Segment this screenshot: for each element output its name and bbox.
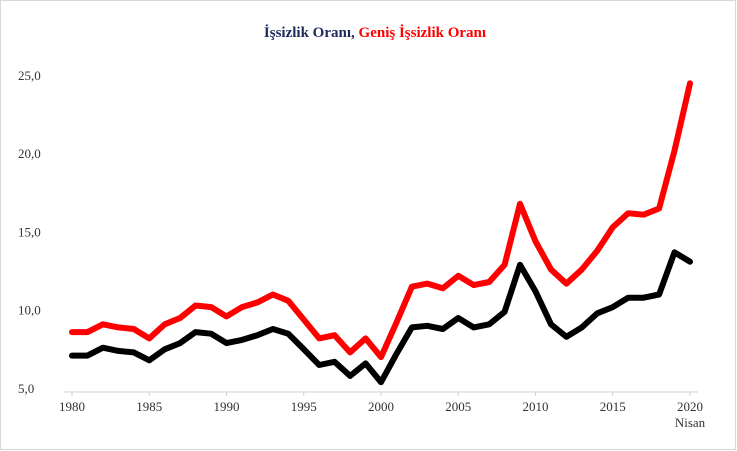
- x-tick-label: 2000: [368, 399, 394, 414]
- x-tick-label: 1995: [291, 399, 317, 414]
- chart-title: İşsizlik Oranı, Geniş İşsizlik Oranı: [264, 24, 486, 41]
- title-separator: ,: [351, 25, 359, 41]
- x-tick-label: 1990: [214, 399, 240, 414]
- x-tick-label: 1980: [59, 399, 85, 414]
- x-tick-label: 2015: [600, 399, 626, 414]
- x-tick-label: 1985: [136, 399, 162, 414]
- data-line: [69, 249, 693, 386]
- x-tick-label: 2005: [445, 399, 471, 414]
- data-line: [69, 80, 693, 361]
- y-tick-label: 5,0: [18, 381, 34, 396]
- y-tick-label: 25,0: [18, 68, 41, 83]
- y-tick-label: 15,0: [18, 224, 41, 239]
- title-part: Geniş İşsizlik Oranı: [359, 24, 487, 41]
- y-tick-label: 10,0: [18, 303, 41, 318]
- x-tick-label: 2010: [523, 399, 549, 414]
- y-tick-label: 20,0: [18, 146, 41, 161]
- x-tick-label: 2020 Nisan: [675, 399, 706, 430]
- title-part: İşsizlik Oranı: [264, 24, 351, 41]
